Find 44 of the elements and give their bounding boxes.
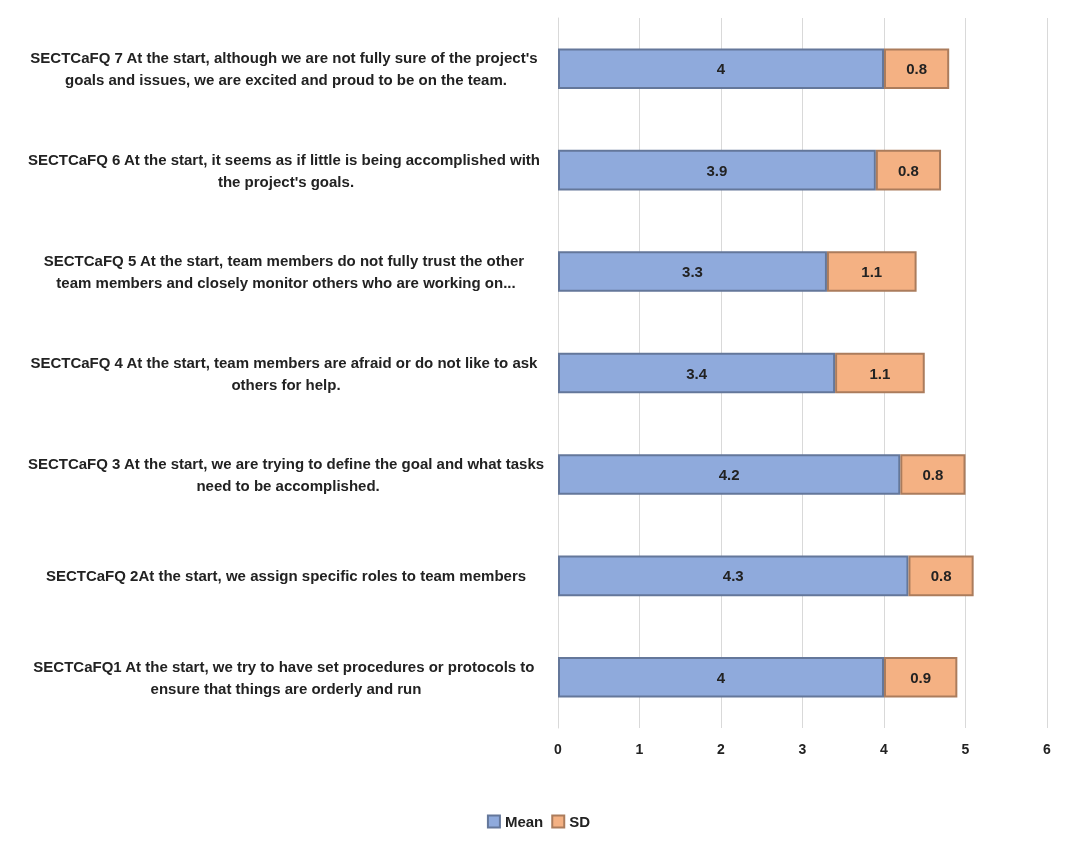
bar xyxy=(884,48,950,89)
x-tick-label: 0 xyxy=(554,741,563,757)
data-label: 3.3 xyxy=(682,263,703,281)
y-tick-label: SECTCaFQ 6 At the start, it seems as if little is being accomplished with the project's goals. xyxy=(27,150,545,190)
data-label: 0.8 xyxy=(906,60,928,78)
x-tick-label: 3 xyxy=(798,741,807,757)
x-tick-label: 4 xyxy=(880,741,889,757)
data-label: 1.1 xyxy=(869,364,891,382)
bar xyxy=(884,657,958,698)
bar xyxy=(900,454,966,495)
x-tick-label: 6 xyxy=(1043,741,1052,757)
data-label: 0.8 xyxy=(898,161,919,179)
bar xyxy=(558,352,836,394)
data-label: 0.9 xyxy=(910,668,932,686)
y-tick-label: SECTCaFQ 3 At the start, we are trying to define the goal and what tasks need to be accomplished. xyxy=(27,454,545,494)
bar xyxy=(558,149,876,191)
data-label: 4.3 xyxy=(722,567,744,585)
x-tick-label: 2 xyxy=(717,741,726,757)
bar xyxy=(558,251,827,292)
bar xyxy=(558,657,884,698)
data-label: 0.8 xyxy=(930,567,952,585)
data-label: 0.8 xyxy=(922,465,944,483)
bar xyxy=(835,352,925,394)
y-tick-label: SECTCaFQ 5 At the start, team members do not fully trust the other team members and closely monitor others who are working on... xyxy=(43,252,529,292)
x-tick-label: 1 xyxy=(635,741,644,757)
legend-label: SD xyxy=(569,813,591,830)
data-label: 1.1 xyxy=(861,263,883,281)
y-tick-label: SECTCaFQ 4 At the start, team members are afraid or do not like to ask others for help. xyxy=(30,353,542,393)
bar xyxy=(875,149,942,191)
bar xyxy=(826,251,917,292)
bar xyxy=(558,48,884,89)
bar xyxy=(908,555,974,597)
data-label: 4.2 xyxy=(718,465,740,483)
legend-label: Mean xyxy=(504,813,544,830)
x-tick-label: 5 xyxy=(961,741,970,757)
y-tick-label: SECTCaFQ1 At the start, we try to have set procedures or protocols to ensure that things are orderly and run xyxy=(33,657,539,697)
data-label: 3.9 xyxy=(706,161,728,179)
bar xyxy=(558,454,901,495)
data-label: 4 xyxy=(716,668,726,686)
y-tick-label: SECTCaFQ 2At the start, we assign specific roles to team members xyxy=(45,567,527,585)
data-label: 3.4 xyxy=(686,364,708,382)
y-tick-label: SECTCaFQ 7 At the start, although we are not fully sure of the project's goals and issues, we are excited and proud to be on the team. xyxy=(30,49,542,89)
data-label: 4 xyxy=(716,60,726,78)
bar xyxy=(558,555,909,597)
